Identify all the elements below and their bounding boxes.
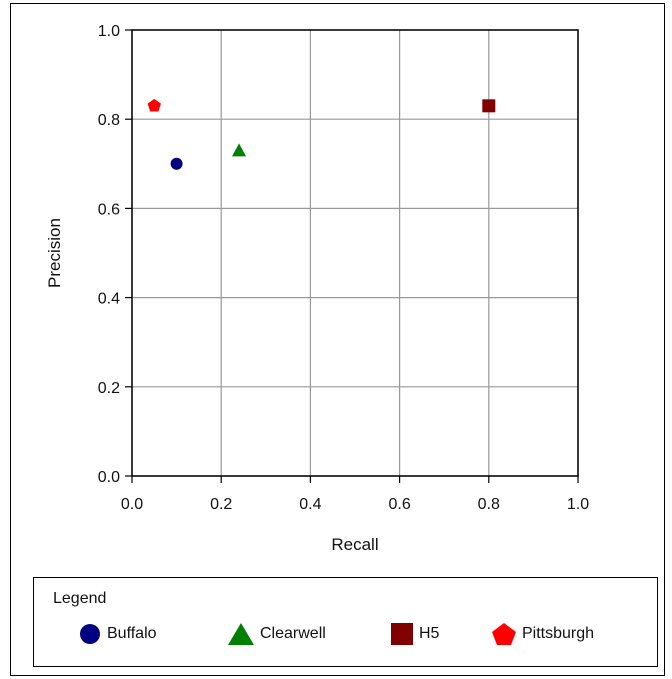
y-tick-label: 0.6: [98, 201, 120, 218]
legend-label: Clearwell: [260, 625, 326, 642]
y-tick-label: 0.0: [98, 469, 120, 486]
legend-entry-pittsburgh: Pittsburgh: [490, 622, 594, 646]
x-tick-label: 0.4: [299, 496, 321, 513]
data-points: [147, 98, 496, 170]
triangle-marker-icon: [228, 623, 254, 645]
data-point-clearwell: [232, 143, 247, 157]
data-point-pittsburgh: [147, 98, 161, 112]
chart-frame: [10, 3, 665, 676]
x-tick-label: 1.0: [567, 496, 589, 513]
legend-title: Legend: [53, 590, 107, 607]
x-axis-label: Recall: [331, 535, 378, 554]
x-axis: 0.0 0.2 0.4 0.6 0.8 1.0: [121, 476, 589, 513]
x-tick-label: 0.8: [478, 496, 500, 513]
pentagon-marker-icon: [492, 623, 516, 645]
x-tick-label: 0.2: [210, 496, 232, 513]
y-tick-label: 0.2: [98, 380, 120, 397]
circle-marker-icon: [80, 624, 100, 644]
y-tick-label: 0.8: [98, 112, 120, 129]
plot-area: [131, 29, 579, 477]
y-tick-label: 0.4: [98, 291, 120, 308]
legend-label: Pittsburgh: [522, 625, 595, 642]
data-point-h5: [482, 99, 496, 113]
legend-entry-h5: H5: [389, 622, 439, 646]
legend-entry-clearwell: Clearwell: [226, 622, 326, 646]
square-marker-icon: [391, 623, 413, 645]
legend-label: Buffalo: [107, 625, 157, 642]
grid: [131, 29, 579, 477]
data-point-buffalo: [170, 157, 183, 170]
legend-entry-buffalo: Buffalo: [77, 622, 157, 646]
x-tick-label: 0.6: [388, 496, 410, 513]
y-axis-label: Precision: [45, 218, 64, 288]
y-axis: 0.0 0.2 0.4 0.6 0.8 1.0: [98, 23, 132, 486]
legend: Legend Buffalo Clearwell H5 Pittsburgh: [33, 577, 658, 667]
x-tick-label: 0.0: [121, 496, 143, 513]
y-tick-label: 1.0: [98, 23, 120, 40]
legend-label: H5: [419, 625, 440, 642]
